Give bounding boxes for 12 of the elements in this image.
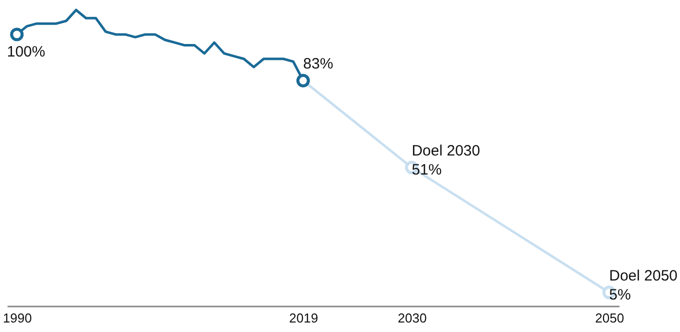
data-label: 100%	[6, 43, 46, 60]
annotation: Doel 2050	[609, 267, 678, 284]
point	[296, 74, 310, 88]
x-tick-label: 2019	[289, 310, 318, 326]
data-label: 5%	[609, 286, 631, 304]
data-label: 83%	[303, 56, 334, 73]
x-tick-label: 2050	[595, 310, 624, 326]
point	[10, 28, 24, 42]
x-tick-label: 1990	[2, 310, 32, 326]
annotation: Doel 2030	[412, 142, 480, 160]
data-label: 51%	[412, 162, 442, 179]
x-tick-label: 2030	[398, 310, 427, 326]
